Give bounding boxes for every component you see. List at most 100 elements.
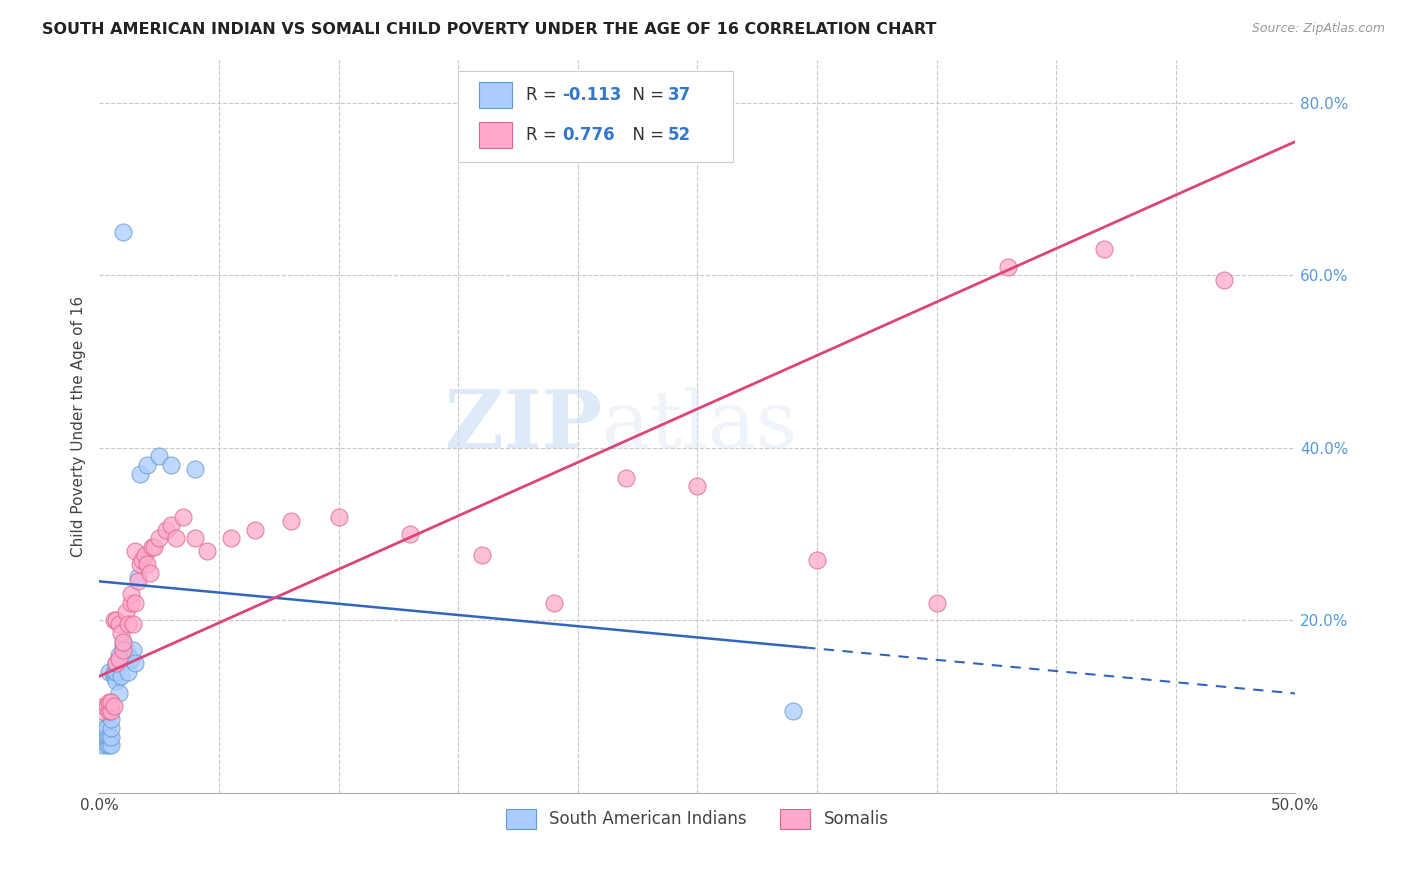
Text: N =: N =: [621, 86, 669, 103]
Text: 52: 52: [668, 127, 690, 145]
Point: [136, 557, 159, 571]
Point: [100, 721, 122, 735]
Point: [120, 587, 142, 601]
Text: N =: N =: [621, 127, 669, 145]
Point: [105, 657, 128, 671]
Point: [686, 479, 709, 493]
Point: [1092, 243, 1115, 257]
Point: [105, 613, 128, 627]
Point: [219, 531, 242, 545]
Point: [997, 260, 1019, 274]
Point: [112, 634, 135, 648]
Point: [129, 557, 152, 571]
Point: [96, 730, 118, 744]
Point: [96, 699, 118, 714]
Text: -0.113: -0.113: [562, 86, 621, 103]
Point: [98, 665, 121, 679]
Point: [172, 509, 194, 524]
Point: [543, 596, 565, 610]
Point: [122, 643, 145, 657]
Point: [105, 657, 128, 671]
Point: [124, 544, 146, 558]
Point: [614, 471, 637, 485]
Point: [195, 544, 218, 558]
Point: [114, 643, 136, 657]
Point: [98, 730, 121, 744]
Point: [103, 699, 125, 714]
Point: [124, 596, 146, 610]
Text: R =: R =: [526, 127, 562, 145]
Point: [127, 570, 149, 584]
Point: [124, 657, 146, 671]
Point: [160, 458, 183, 472]
Point: [103, 613, 125, 627]
Point: [122, 617, 145, 632]
Point: [93, 699, 115, 714]
Point: [105, 665, 128, 679]
Text: 0.776: 0.776: [562, 127, 614, 145]
Point: [112, 639, 135, 653]
Point: [98, 738, 121, 752]
Legend: South American Indians, Somalis: South American Indians, Somalis: [499, 802, 896, 836]
Point: [399, 527, 422, 541]
Point: [100, 699, 122, 714]
Point: [93, 721, 115, 735]
Y-axis label: Child Poverty Under the Age of 16: Child Poverty Under the Age of 16: [72, 295, 86, 557]
Text: 37: 37: [668, 86, 690, 103]
Point: [98, 704, 121, 718]
Text: ZIP: ZIP: [444, 387, 602, 465]
Point: [782, 704, 804, 718]
Point: [117, 665, 139, 679]
Text: SOUTH AMERICAN INDIAN VS SOMALI CHILD POVERTY UNDER THE AGE OF 16 CORRELATION CH: SOUTH AMERICAN INDIAN VS SOMALI CHILD PO…: [42, 22, 936, 37]
Point: [131, 553, 153, 567]
Point: [100, 704, 122, 718]
Point: [1212, 272, 1234, 286]
Point: [112, 643, 135, 657]
Point: [925, 596, 948, 610]
Point: [96, 738, 118, 752]
Point: [120, 652, 142, 666]
FancyBboxPatch shape: [458, 70, 734, 162]
Point: [100, 738, 122, 752]
Point: [129, 467, 152, 481]
Point: [141, 540, 163, 554]
Point: [160, 518, 183, 533]
Point: [100, 712, 122, 726]
Text: R =: R =: [526, 86, 562, 103]
Point: [114, 605, 136, 619]
Point: [110, 626, 132, 640]
Text: atlas: atlas: [602, 387, 797, 465]
Point: [143, 540, 166, 554]
Point: [148, 531, 170, 545]
Point: [103, 669, 125, 683]
FancyBboxPatch shape: [478, 122, 512, 148]
Point: [184, 531, 207, 545]
Point: [134, 549, 156, 563]
Point: [107, 652, 129, 666]
Point: [127, 574, 149, 589]
Point: [165, 531, 187, 545]
Point: [107, 686, 129, 700]
Point: [243, 523, 266, 537]
Point: [471, 549, 494, 563]
FancyBboxPatch shape: [478, 81, 512, 108]
Point: [112, 225, 135, 239]
Point: [184, 462, 207, 476]
Point: [98, 695, 121, 709]
Point: [93, 730, 115, 744]
Point: [110, 669, 132, 683]
Point: [100, 730, 122, 744]
Point: [112, 634, 135, 648]
Text: Source: ZipAtlas.com: Source: ZipAtlas.com: [1251, 22, 1385, 36]
Point: [328, 509, 350, 524]
Point: [90, 704, 112, 718]
Point: [806, 553, 828, 567]
Point: [155, 523, 177, 537]
Point: [280, 514, 302, 528]
Point: [100, 695, 122, 709]
Point: [120, 596, 142, 610]
Point: [117, 617, 139, 632]
Point: [107, 617, 129, 632]
Point: [138, 566, 160, 580]
Point: [103, 665, 125, 679]
